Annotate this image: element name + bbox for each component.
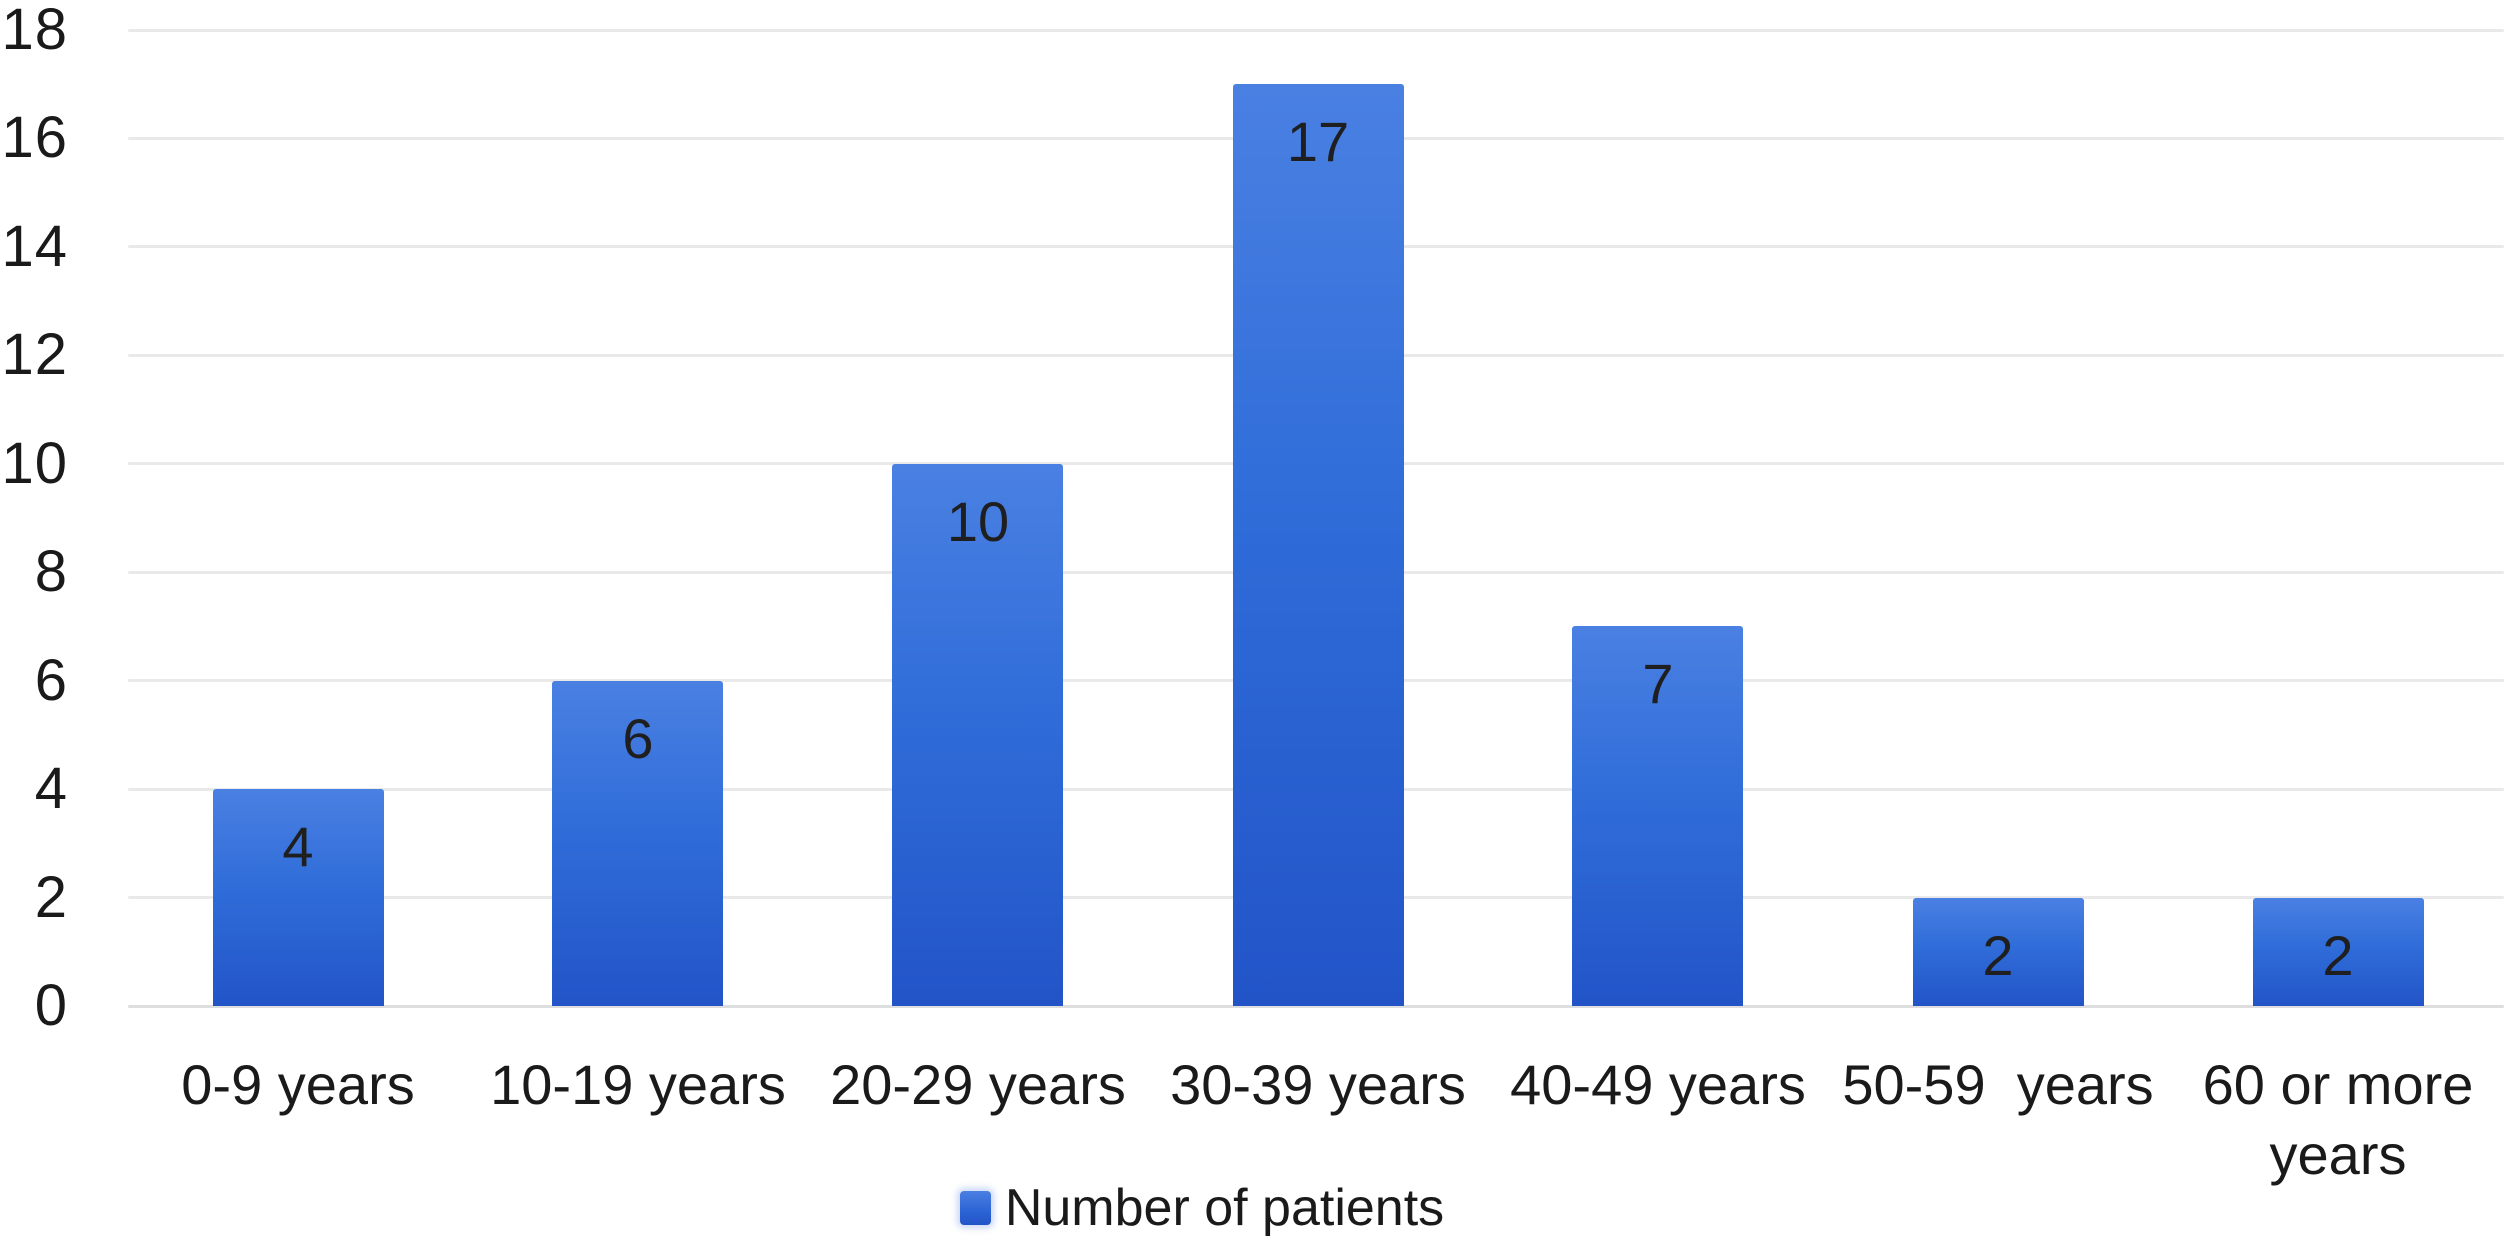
- y-tick-label: 16: [1, 105, 68, 171]
- x-axis-baseline: [128, 1004, 2504, 1008]
- bar: 6: [552, 680, 724, 1006]
- bar: 7: [1572, 626, 1744, 1006]
- plot-area: 4 6 10 17 7 2 2: [128, 28, 2508, 1008]
- x-category-label: 20-29 years: [830, 1053, 1126, 1116]
- x-category-label: 60 or more years: [2202, 1053, 2489, 1186]
- x-category-label: 40-49 years: [1510, 1053, 1806, 1116]
- y-tick-label: 6: [34, 647, 68, 713]
- bar-value-label: 10: [946, 489, 1010, 553]
- y-axis: 0 2 4 6 8 10 12 14 16 18: [0, 1, 70, 1035]
- x-category-label: 10-19 years: [490, 1053, 786, 1116]
- legend: Number of patients: [0, 1178, 2456, 1238]
- bar-value-label: 17: [1286, 110, 1350, 174]
- bar: 17: [1232, 84, 1404, 1006]
- y-tick-label: 14: [1, 213, 68, 279]
- bar-value-label: 2: [2322, 923, 2354, 987]
- y-tick-label: 18: [1, 0, 68, 62]
- x-category-label: 0-9 years: [181, 1053, 415, 1116]
- y-tick-label: 10: [1, 430, 68, 496]
- x-axis: 0-9 years 10-19 years 20-29 years 30-39 yea…: [128, 1050, 2508, 1210]
- bar: 2: [2252, 897, 2424, 1006]
- bar-value-label: 4: [282, 815, 314, 879]
- legend-swatch-icon: [959, 1191, 991, 1225]
- y-tick-label: 0: [34, 973, 68, 1038]
- bar: 2: [1912, 897, 2084, 1006]
- y-tick-label: 4: [34, 756, 68, 822]
- bar-value-label: 7: [1642, 652, 1674, 716]
- bar: 10: [892, 463, 1064, 1006]
- y-tick-label: 12: [1, 322, 68, 388]
- x-category-label: 50-59 years: [1842, 1053, 2154, 1116]
- y-tick-label: 8: [34, 539, 68, 605]
- x-category-label: 30-39 years: [1170, 1053, 1466, 1116]
- gridline: [128, 28, 2504, 32]
- bar-value-label: 6: [622, 706, 654, 770]
- y-tick-label: 2: [34, 864, 68, 930]
- bar: 4: [212, 789, 384, 1006]
- bar-value-label: 2: [1982, 923, 2014, 987]
- legend-label: Number of patients: [1004, 1179, 1445, 1237]
